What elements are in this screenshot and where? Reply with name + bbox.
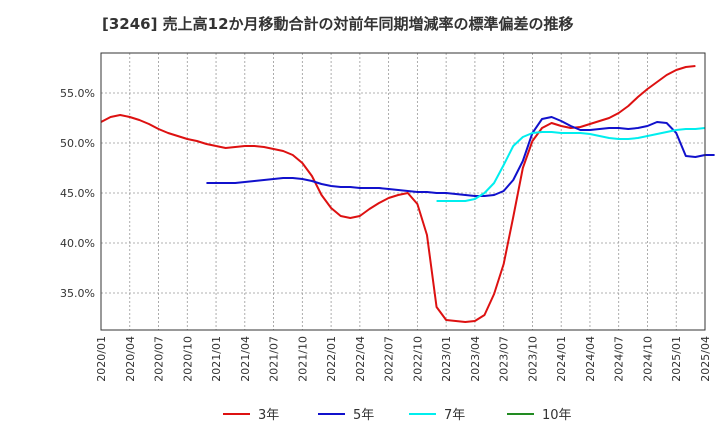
series-layer bbox=[100, 65, 715, 323]
legend-label: 5年 bbox=[353, 408, 374, 423]
x-tick-label: 2023/04 bbox=[469, 336, 482, 382]
x-tick-label: 2020/04 bbox=[124, 336, 137, 382]
x-tick-label: 2022/07 bbox=[383, 336, 396, 382]
axis-layer: 2020/01 2020/04 2020/07 2020/10 2021/01 2021/… bbox=[60, 87, 712, 382]
x-tick-label: 2021/04 bbox=[239, 336, 252, 382]
x-tick-label: 2020/01 bbox=[95, 336, 108, 382]
x-tick-label: 2022/01 bbox=[325, 336, 338, 382]
x-tick-label: 2023/01 bbox=[440, 336, 453, 382]
x-tick-label: 2025/01 bbox=[670, 336, 683, 382]
x-tick-label: 2020/07 bbox=[153, 336, 166, 382]
x-tick-label: 2023/07 bbox=[498, 336, 511, 382]
series-line-2 bbox=[436, 127, 706, 202]
x-tick-label: 2023/10 bbox=[526, 336, 539, 382]
x-tick-label: 2021/10 bbox=[296, 336, 309, 382]
legend-label: 7年 bbox=[444, 408, 465, 423]
chart-title: [3246] 売上高12か月移動合計の対前年同期増減率の標準偏差の推移 bbox=[102, 15, 574, 33]
x-tick-label: 2024/04 bbox=[584, 336, 597, 382]
x-tick-label: 2021/07 bbox=[268, 336, 281, 382]
x-tick-label: 2022/10 bbox=[411, 336, 424, 382]
legend-label: 10年 bbox=[542, 408, 572, 423]
x-tick-label: 2024/01 bbox=[555, 336, 568, 382]
y-tick-label: 55.0% bbox=[60, 87, 95, 100]
legend: 3年 5年 7年 10年 bbox=[223, 408, 572, 423]
x-tick-label: 2020/10 bbox=[181, 336, 194, 382]
y-tick-label: 35.0% bbox=[60, 287, 95, 300]
series-line-1 bbox=[206, 116, 715, 197]
series-line-0 bbox=[100, 65, 696, 323]
plot-area-border bbox=[100, 52, 706, 331]
y-tick-label: 40.0% bbox=[60, 237, 95, 250]
x-tick-label: 2025/04 bbox=[699, 336, 712, 382]
x-tick-label: 2021/01 bbox=[210, 336, 223, 382]
x-tick-label: 2024/07 bbox=[613, 336, 626, 382]
y-tick-label: 50.0% bbox=[60, 137, 95, 150]
x-tick-label: 2022/04 bbox=[354, 336, 367, 382]
y-tick-label: 45.0% bbox=[60, 187, 95, 200]
x-tick-label: 2024/10 bbox=[641, 336, 654, 382]
legend-label: 3年 bbox=[258, 408, 279, 423]
